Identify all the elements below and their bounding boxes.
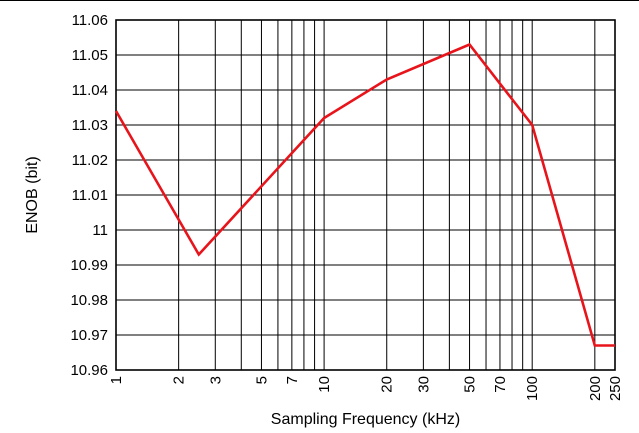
- x-tick-label: 70: [492, 376, 509, 393]
- x-tick-label: 3: [207, 376, 224, 384]
- x-tick-label: 5: [253, 376, 270, 384]
- x-tick-label: 50: [462, 376, 479, 393]
- grid: [116, 19, 615, 371]
- x-tick-label: 200: [587, 376, 604, 401]
- x-tick-labels: 1 2 3 5 7 10 20 30 50 70 100 200 250: [108, 376, 624, 401]
- x-tick-label: 2: [171, 376, 188, 384]
- x-tick-label: 1: [108, 376, 125, 384]
- y-tick-label: 11.03: [72, 117, 108, 134]
- y-tick-labels: 10.96 10.97 10.98 10.99 11 11.01 11.02 11.03 11.…: [70, 12, 108, 379]
- x-tick-label: 250: [607, 376, 624, 401]
- y-tick-label: 11.04: [72, 82, 108, 99]
- y-tick-label: 11: [92, 222, 108, 239]
- top-rule: [0, 0, 639, 1]
- y-tick-label: 10.99: [70, 257, 108, 274]
- y-tick-label: 11.01: [72, 187, 108, 204]
- x-tick-label: 20: [379, 376, 396, 393]
- y-tick-label: 10.97: [70, 327, 108, 344]
- x-tick-label: 100: [524, 376, 541, 401]
- x-tick-label: 7: [284, 376, 301, 384]
- y-tick-label: 10.96: [70, 362, 108, 379]
- x-axis-title: Sampling Frequency (kHz): [271, 411, 460, 428]
- y-tick-label: 11.05: [72, 47, 108, 64]
- y-tick-label: 11.06: [72, 12, 108, 29]
- y-tick-label: 10.98: [70, 292, 108, 309]
- x-tick-label: 10: [316, 376, 333, 393]
- y-tick-label: 11.02: [72, 152, 108, 169]
- enob-series-line: [114, 42, 615, 347]
- plot-frame: [115, 19, 616, 371]
- x-tick-label: 30: [415, 376, 432, 393]
- y-axis-title: ENOB (bit): [24, 156, 41, 233]
